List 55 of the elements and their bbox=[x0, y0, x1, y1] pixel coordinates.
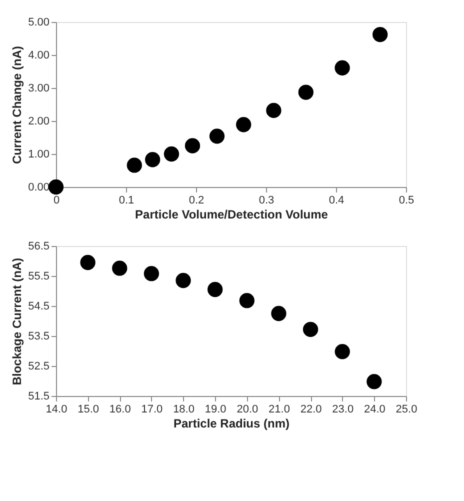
point bbox=[209, 128, 225, 144]
x-axis-title: Particle Volume/Detection Volume bbox=[135, 208, 328, 222]
x-tick-label: 17.0 bbox=[141, 404, 163, 416]
x-tick-label: 0 bbox=[53, 194, 60, 206]
x-tick-label: 23.0 bbox=[332, 404, 354, 416]
y-axis-title: Current Change (nA) bbox=[10, 46, 24, 164]
point bbox=[48, 179, 64, 195]
point bbox=[80, 254, 96, 270]
point bbox=[126, 158, 142, 173]
y-tick-label: 55.5 bbox=[28, 270, 50, 282]
x-axis-title: Particle Radius (nm) bbox=[173, 416, 290, 430]
y-tick-label: 53.5 bbox=[28, 330, 50, 342]
point bbox=[334, 60, 350, 76]
y-tick-label: 5.00 bbox=[28, 16, 50, 28]
point bbox=[302, 322, 318, 337]
y-tick-label: 3.00 bbox=[28, 82, 50, 94]
point bbox=[239, 293, 254, 308]
y-tick-label: 51.5 bbox=[28, 390, 50, 402]
y-tick-label: 2.00 bbox=[28, 116, 50, 128]
point bbox=[236, 117, 252, 132]
point bbox=[372, 26, 388, 42]
y-tick-label: 0.00 bbox=[28, 182, 50, 194]
x-tick-label: 0.5 bbox=[398, 194, 414, 206]
x-tick-label: 18.0 bbox=[173, 404, 194, 416]
point bbox=[145, 152, 160, 168]
y-tick-label: 54.5 bbox=[28, 300, 50, 312]
x-tick-label: 0.2 bbox=[188, 194, 204, 206]
x-tick-label: 20.0 bbox=[236, 404, 258, 416]
point bbox=[144, 266, 160, 282]
point bbox=[334, 344, 350, 360]
y-tick-label: 1.00 bbox=[28, 148, 50, 160]
x-tick-label: 0.4 bbox=[328, 194, 344, 206]
point bbox=[271, 306, 286, 322]
point bbox=[366, 374, 382, 390]
y-tick-label: 52.5 bbox=[28, 360, 50, 372]
x-tick-label: 21.0 bbox=[268, 404, 290, 416]
point bbox=[208, 282, 223, 298]
x-tick-label: 0.1 bbox=[118, 194, 134, 206]
x-tick-label: 24.0 bbox=[364, 404, 386, 416]
x-tick-label: 0.3 bbox=[258, 194, 274, 206]
point bbox=[266, 102, 282, 118]
y-tick-label: 56.5 bbox=[28, 240, 50, 252]
x-tick-label: 16.0 bbox=[109, 404, 131, 416]
x-tick-label: 15.0 bbox=[78, 404, 100, 416]
point bbox=[164, 146, 180, 162]
y-axis-title: Blockage Current (nA) bbox=[10, 258, 24, 386]
x-tick-label: 14.0 bbox=[46, 404, 68, 416]
point bbox=[298, 84, 314, 100]
y-tick-label: 4.00 bbox=[28, 50, 50, 62]
x-tick-label: 25.0 bbox=[396, 404, 418, 416]
point bbox=[176, 272, 191, 288]
x-tick-label: 19.0 bbox=[204, 404, 226, 416]
point bbox=[184, 138, 200, 154]
point bbox=[112, 260, 128, 276]
x-tick-label: 22.0 bbox=[300, 404, 322, 416]
